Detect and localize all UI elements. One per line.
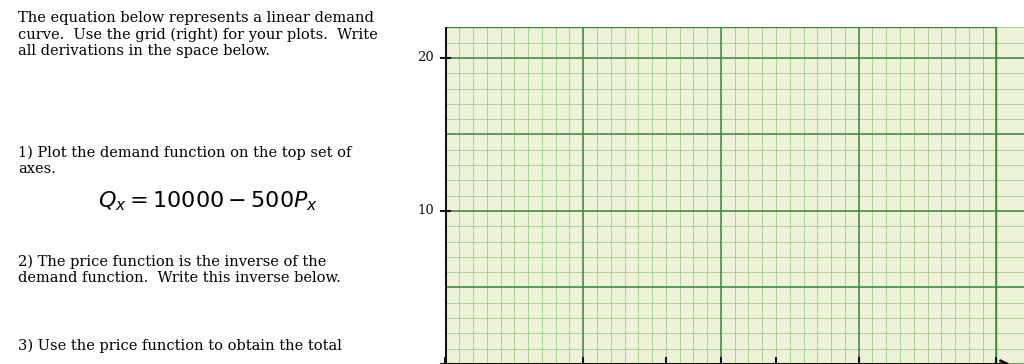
Text: 3) Use the price function to obtain the total: 3) Use the price function to obtain the … — [17, 339, 342, 353]
Text: The equation below represents a linear demand
curve.  Use the grid (right) for y: The equation below represents a linear d… — [17, 11, 378, 58]
Text: 2) The price function is the inverse of the
demand function.  Write this inverse: 2) The price function is the inverse of … — [17, 255, 341, 285]
Text: $Q_x =10000-500P_x$: $Q_x =10000-500P_x$ — [98, 189, 317, 213]
Text: 20: 20 — [417, 51, 434, 64]
Text: 10: 10 — [417, 205, 434, 217]
Text: 1) Plot the demand function on the top set of
axes.: 1) Plot the demand function on the top s… — [17, 146, 351, 176]
